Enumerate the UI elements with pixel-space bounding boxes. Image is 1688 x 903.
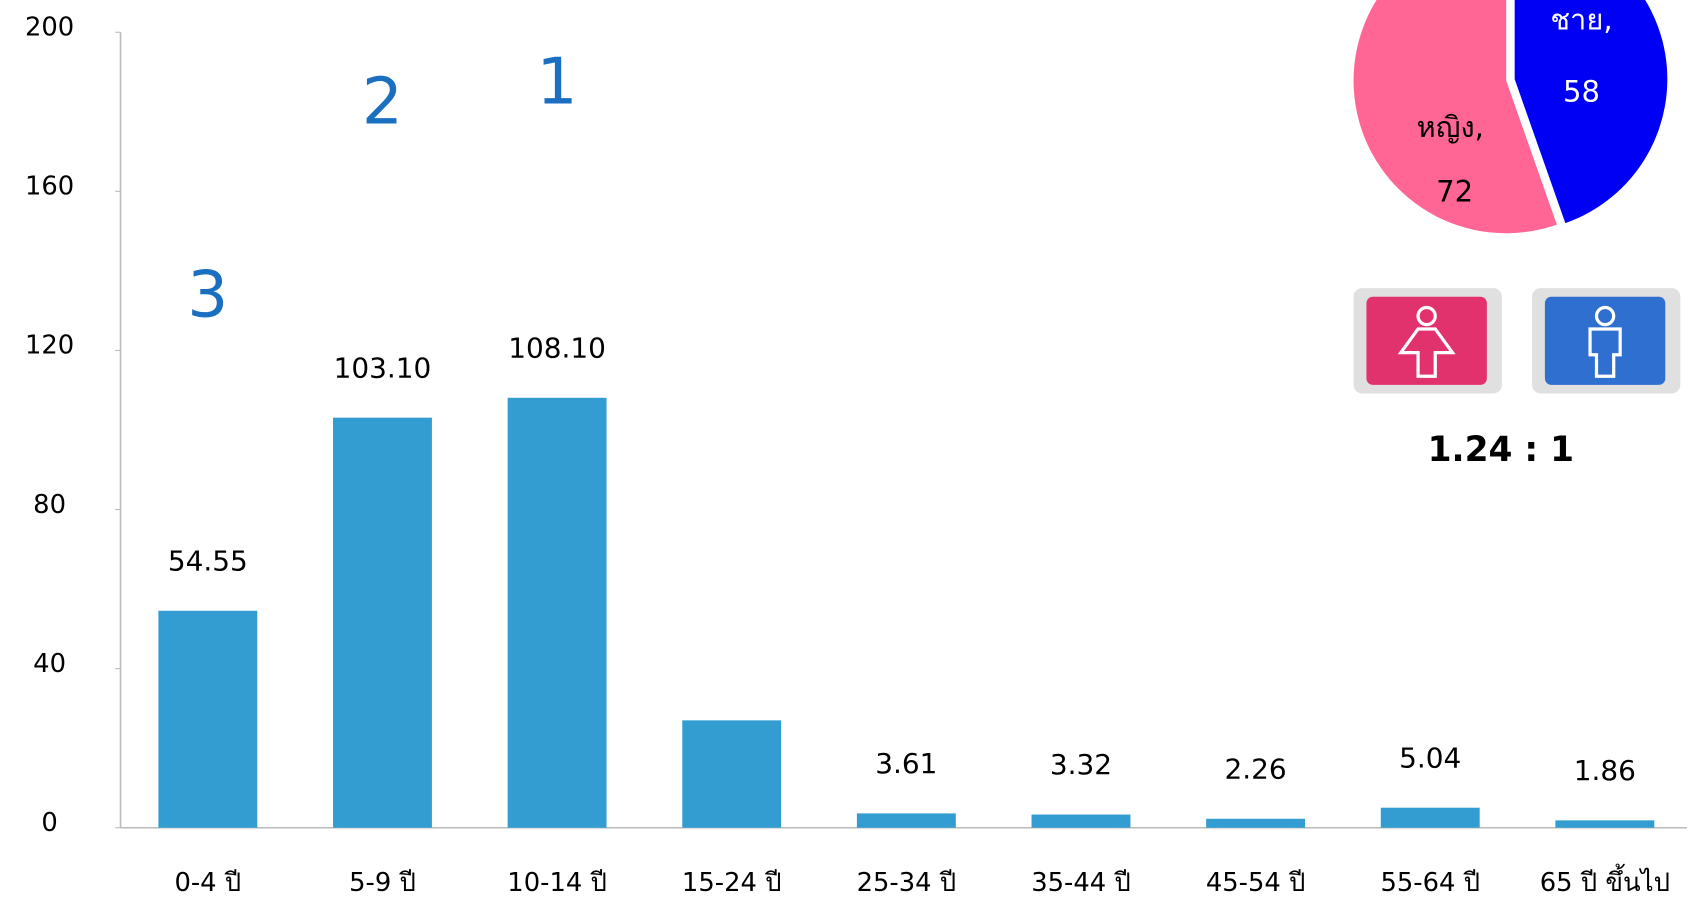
x-tick-label: 65 ปี ขึ้นไป	[1540, 864, 1670, 898]
male-icon	[1532, 288, 1680, 393]
x-tick-label: 5-9 ปี	[349, 868, 416, 898]
x-tick-label: 15-24 ปี	[682, 868, 782, 898]
bar	[1206, 819, 1305, 828]
y-tick-label: 120	[25, 331, 74, 361]
bar	[1032, 815, 1131, 828]
pie-value: 58	[1563, 75, 1600, 109]
value-label: 103.10	[334, 351, 432, 384]
y-tick-label: 0	[41, 808, 57, 838]
bar	[158, 611, 257, 828]
rank-label: 2	[362, 64, 403, 139]
rank-label: 1	[537, 45, 578, 120]
x-tick-label: 35-44 ปี	[1031, 868, 1131, 898]
x-tick-label: 45-54 ปี	[1206, 868, 1306, 898]
value-label: 3.32	[1050, 748, 1112, 781]
chart: 0 40 80 120 160 200 0-4 ปี 54.55 3 5-9 ปี 103.10 2 1…	[0, 0, 1688, 903]
y-tick-label: 160	[25, 172, 74, 202]
value-label: 1.86	[1574, 754, 1636, 787]
value-label: 3.61	[875, 747, 937, 780]
y-tick-label: 40	[33, 649, 66, 679]
bar	[1381, 808, 1480, 828]
bar	[333, 418, 432, 828]
y-tick-label: 200	[25, 12, 74, 42]
value-label: 54.55	[168, 544, 248, 577]
value-label: 108.10	[508, 331, 606, 364]
rank-label: 3	[187, 258, 228, 333]
female-icon	[1354, 288, 1502, 393]
bar	[508, 398, 607, 828]
x-tick-label: 55-64 ปี	[1380, 868, 1480, 898]
ratio-label: 1.24 : 1	[1428, 430, 1574, 470]
value-label: 5.04	[1399, 741, 1461, 774]
value-label: 2.26	[1224, 752, 1286, 785]
bar	[1555, 820, 1654, 827]
pie-label: หญิง,	[1417, 110, 1484, 144]
y-tick-label: 80	[33, 490, 66, 520]
x-tick-label: 0-4 ปี	[174, 868, 241, 898]
bar	[857, 813, 956, 827]
pie-label: ชาย,	[1550, 3, 1612, 37]
bar	[682, 720, 781, 827]
x-tick-label: 10-14 ปี	[507, 868, 607, 898]
pie-value: 72	[1436, 175, 1473, 209]
x-tick-label: 25-34 ปี	[857, 868, 957, 898]
